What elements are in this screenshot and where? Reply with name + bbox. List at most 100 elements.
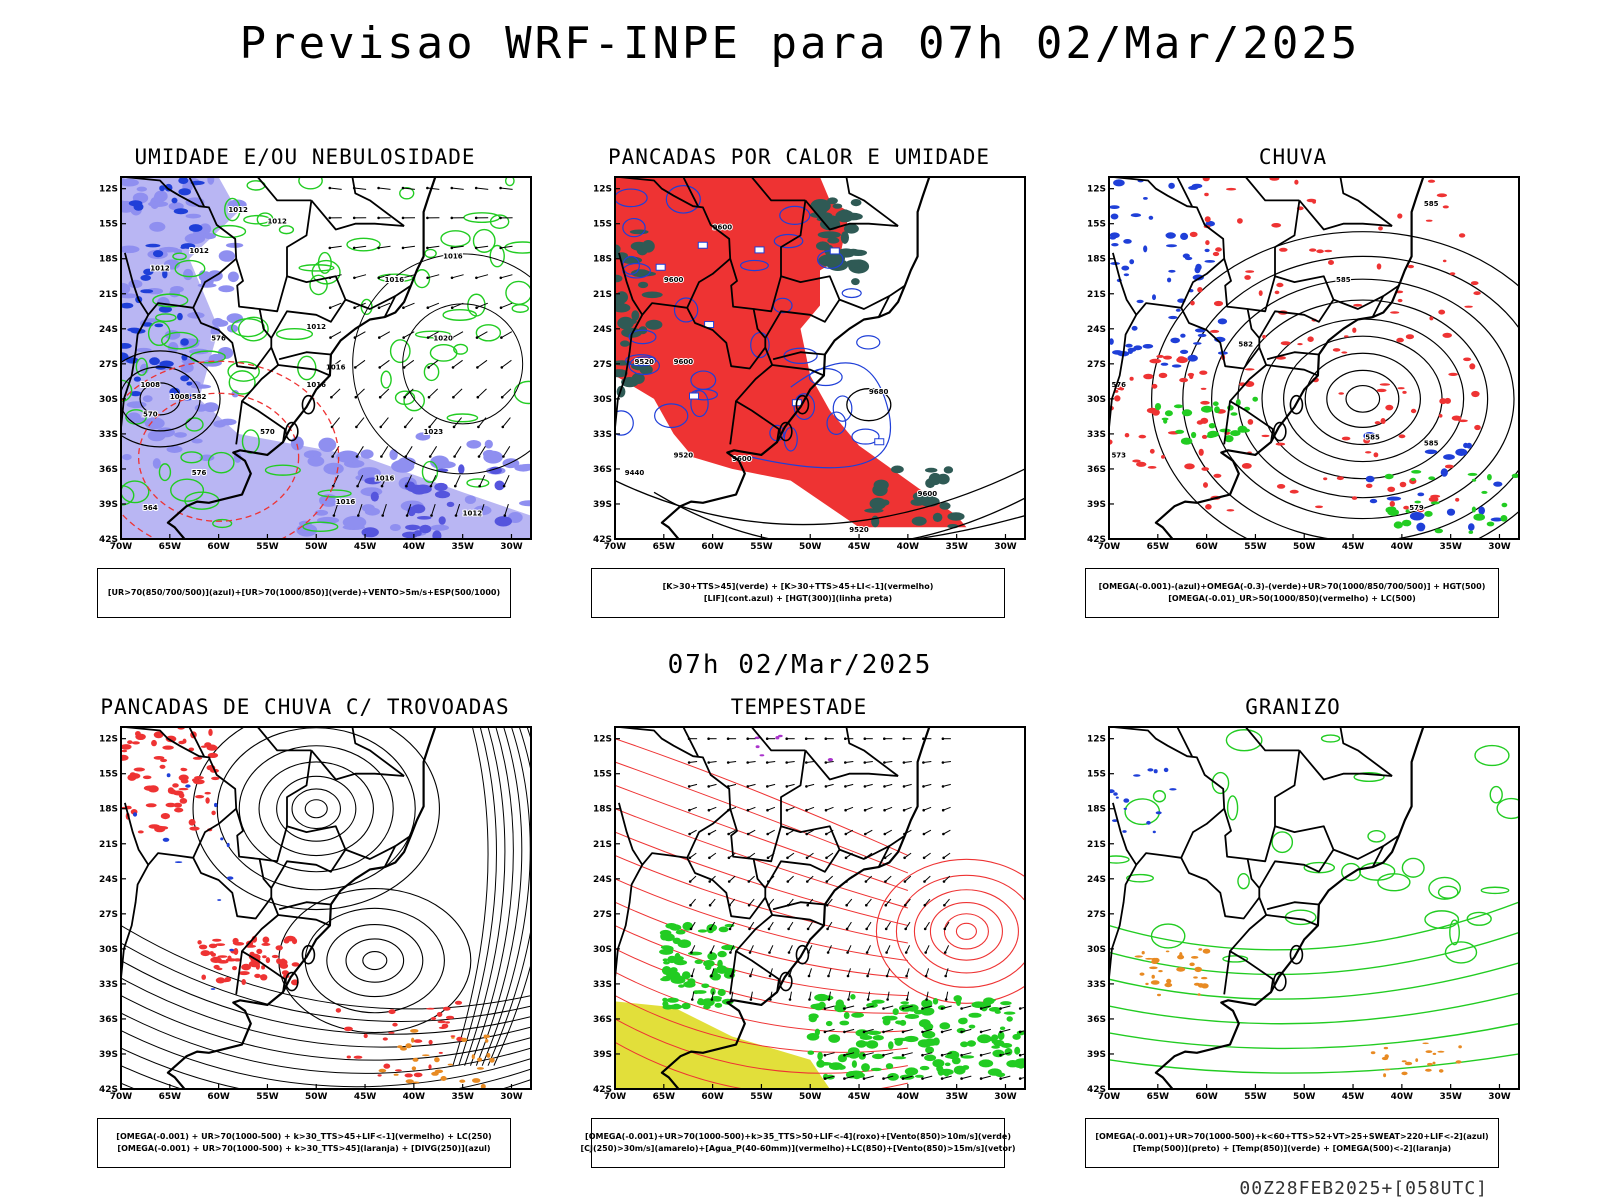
wind-vector-head bbox=[942, 880, 946, 883]
wind-vector-head bbox=[941, 761, 945, 764]
wind-vector bbox=[827, 921, 833, 930]
wind-vector bbox=[942, 761, 951, 763]
wind850-green bbox=[887, 1073, 899, 1081]
rain-red bbox=[1351, 496, 1358, 500]
wind-vector bbox=[941, 1005, 952, 1009]
wind-vector bbox=[689, 761, 698, 763]
omega500-orange bbox=[1201, 976, 1208, 980]
lat-tick-label: 12S bbox=[593, 185, 612, 195]
thunder-red bbox=[211, 776, 220, 781]
streamline bbox=[458, 727, 497, 1066]
thunder-red bbox=[178, 792, 185, 799]
contour-label: 1012 bbox=[267, 218, 287, 226]
ur-contour bbox=[135, 357, 148, 376]
border-line bbox=[1176, 727, 1193, 757]
wind-vector-head bbox=[707, 761, 710, 764]
hail-blue bbox=[1153, 769, 1158, 774]
wind-vector-head bbox=[746, 832, 750, 836]
omega-blue bbox=[1478, 506, 1485, 515]
thickness-contour bbox=[137, 392, 300, 522]
humidity-blob bbox=[191, 438, 203, 444]
humidity-blob bbox=[187, 312, 205, 319]
lat-tick-label: 15S bbox=[1087, 220, 1106, 230]
wind-vector bbox=[477, 388, 487, 398]
omega500-orange bbox=[1197, 993, 1201, 996]
ur-contour bbox=[237, 316, 269, 342]
omega500-orange bbox=[1404, 1061, 1413, 1066]
pw-contour bbox=[615, 1041, 908, 1089]
humidity-blob bbox=[121, 178, 139, 187]
contour-label: 585 bbox=[1424, 200, 1439, 208]
wind-vector bbox=[884, 852, 892, 859]
wind-vector-head bbox=[787, 951, 791, 954]
wind-vector-head bbox=[426, 336, 430, 339]
rain-red bbox=[1275, 442, 1286, 446]
wind-vector bbox=[1000, 1075, 1011, 1080]
wind-vector-head bbox=[826, 951, 830, 954]
thunder-red bbox=[377, 1074, 382, 1077]
wind-vector bbox=[711, 991, 714, 1000]
wind-vector-head bbox=[1018, 1053, 1022, 1057]
thunder-red bbox=[206, 744, 218, 751]
contour-label: 1023 bbox=[424, 428, 444, 436]
wind-vector bbox=[945, 968, 949, 977]
rain-red bbox=[1376, 263, 1382, 270]
wind850-green bbox=[664, 945, 674, 952]
wind-vector bbox=[690, 921, 696, 930]
wind-vector-head bbox=[353, 276, 356, 280]
thunder-red bbox=[213, 964, 220, 970]
pw-contour bbox=[615, 901, 908, 979]
rain-red bbox=[1156, 354, 1164, 358]
wind-vector-head bbox=[921, 1077, 924, 1080]
rain-red bbox=[1378, 226, 1383, 231]
humidity-blob bbox=[464, 495, 476, 504]
lagoon bbox=[285, 421, 299, 442]
lat-tick-label: 39S bbox=[593, 500, 612, 510]
humidity-blob bbox=[140, 289, 154, 294]
wind850-green bbox=[939, 1022, 951, 1030]
temp850-contour bbox=[1226, 795, 1239, 821]
wind-vector bbox=[476, 245, 489, 249]
wind850-green bbox=[678, 984, 685, 988]
omega-blue bbox=[1204, 260, 1216, 263]
wind-vector-head bbox=[883, 832, 887, 836]
wind-vector-head bbox=[1018, 1077, 1022, 1080]
wind-vector bbox=[378, 187, 391, 190]
humidity-blob bbox=[136, 186, 147, 192]
rain-red bbox=[1398, 434, 1406, 439]
temp850-contour bbox=[1444, 941, 1478, 964]
wind-vector-head bbox=[353, 306, 356, 309]
lon-tick-label: 45W bbox=[1342, 542, 1365, 552]
rain-red bbox=[1210, 329, 1220, 333]
hail-blue bbox=[1115, 796, 1119, 799]
border-line bbox=[1180, 258, 1225, 309]
thunder-red bbox=[404, 1073, 413, 1078]
legend-pancadas-calor: [K>30+TTS>45](verde) + [K>30+TTS>45+LI<-… bbox=[591, 568, 1005, 618]
omega500-orange bbox=[1193, 982, 1201, 986]
contour-label: 585 bbox=[1365, 434, 1380, 442]
ur-contour bbox=[172, 252, 187, 261]
contour-label: 9600 bbox=[674, 358, 694, 366]
wind-vector bbox=[806, 829, 814, 835]
hail-blue bbox=[1123, 807, 1127, 810]
wind850-green bbox=[807, 1050, 815, 1055]
omega-blue bbox=[1493, 481, 1503, 487]
wind-vector bbox=[378, 302, 391, 309]
wind-vector bbox=[865, 875, 873, 882]
omega-green bbox=[1473, 513, 1485, 521]
humidity-blob bbox=[186, 381, 193, 386]
rain-red bbox=[1274, 290, 1280, 295]
wind-vector-head bbox=[710, 974, 713, 978]
lon-tick-label: 65W bbox=[653, 1092, 676, 1102]
wind-vector-head bbox=[904, 927, 907, 931]
wind-vector bbox=[806, 852, 814, 859]
wind-vector bbox=[500, 187, 513, 190]
wind-vector-head bbox=[943, 951, 947, 954]
wind-vector-head bbox=[405, 514, 409, 517]
wind-vector-head bbox=[882, 1053, 885, 1057]
rain-red bbox=[1307, 336, 1314, 342]
border-line bbox=[188, 727, 205, 757]
humidity-blob bbox=[411, 504, 426, 514]
border-line bbox=[780, 750, 890, 860]
